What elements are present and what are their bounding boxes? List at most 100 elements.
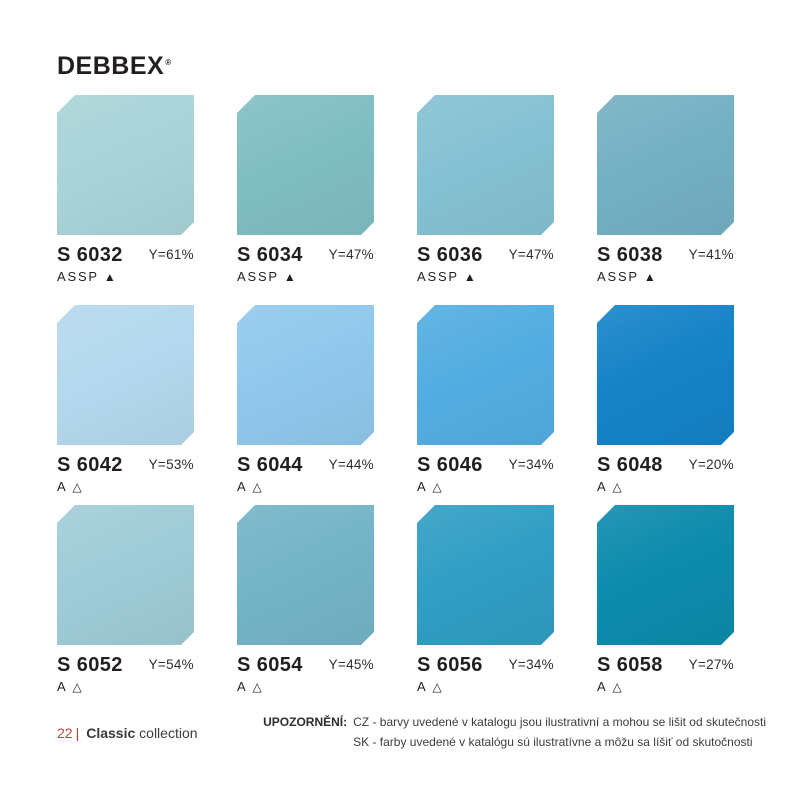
swatch-code: S 6034 — [237, 244, 303, 266]
swatch-tags: A △ — [237, 679, 374, 694]
swatch-tags: ASSP ▲ — [237, 269, 374, 284]
tag-text: A — [597, 479, 608, 494]
swatch-reflectance: Y=27% — [688, 657, 734, 672]
swatch-row-1: S 6032 Y=61% ASSP ▲ S 6034 Y=47% ASSP ▲ … — [57, 95, 734, 284]
tag-text: A — [237, 679, 248, 694]
swatch-reflectance: Y=44% — [328, 457, 374, 472]
tag-text: A — [597, 679, 608, 694]
swatch-cell: S 6034 Y=47% ASSP ▲ — [237, 95, 374, 284]
swatch-cell: S 6038 Y=41% ASSP ▲ — [597, 95, 734, 284]
swatch-code: S 6056 — [417, 654, 483, 676]
tag-text: A — [57, 479, 68, 494]
swatch-code: S 6038 — [597, 244, 663, 266]
registered-mark: ® — [165, 57, 172, 67]
swatch-reflectance: Y=34% — [508, 657, 554, 672]
swatch-code: S 6052 — [57, 654, 123, 676]
swatch-reflectance: Y=34% — [508, 457, 554, 472]
tag-text: ASSP — [597, 269, 639, 284]
color-swatch — [417, 95, 554, 235]
color-swatch — [237, 305, 374, 445]
swatch-tags: A △ — [237, 479, 374, 494]
swatch-reflectance: Y=47% — [328, 247, 374, 262]
color-swatch — [597, 305, 734, 445]
swatch-tags: ASSP ▲ — [57, 269, 194, 284]
color-swatch — [417, 505, 554, 645]
page-number: 22 — [57, 725, 73, 741]
swatch-code: S 6058 — [597, 654, 663, 676]
brand-name: DEBBEX — [57, 52, 165, 80]
triangle-marker-icon: △ — [432, 479, 442, 494]
triangle-marker-icon: △ — [72, 479, 82, 494]
triangle-marker-icon: △ — [612, 479, 622, 494]
color-swatch — [57, 95, 194, 235]
triangle-marker-icon: △ — [72, 679, 82, 694]
brand-logo: DEBBEX® — [57, 52, 172, 81]
triangle-marker-icon: △ — [612, 679, 622, 694]
triangle-marker-icon: △ — [432, 679, 442, 694]
swatch-tags: A △ — [597, 479, 734, 494]
swatch-labels: S 6036 Y=47% — [417, 244, 554, 267]
swatch-cell: S 6046 Y=34% A △ — [417, 305, 554, 494]
swatch-tags: A △ — [57, 679, 194, 694]
tag-text: A — [237, 479, 248, 494]
swatch-code: S 6044 — [237, 454, 303, 476]
swatch-labels: S 6032 Y=61% — [57, 244, 194, 267]
color-swatch — [597, 95, 734, 235]
color-swatch — [57, 505, 194, 645]
swatch-code: S 6042 — [57, 454, 123, 476]
swatch-code: S 6046 — [417, 454, 483, 476]
color-swatch — [597, 505, 734, 645]
swatch-cell: S 6048 Y=20% A △ — [597, 305, 734, 494]
swatch-labels: S 6038 Y=41% — [597, 244, 734, 267]
swatch-tags: A △ — [417, 479, 554, 494]
swatch-labels: S 6034 Y=47% — [237, 244, 374, 267]
color-swatch — [237, 505, 374, 645]
swatch-code: S 6048 — [597, 454, 663, 476]
triangle-marker-icon: △ — [252, 679, 262, 694]
swatch-cell: S 6042 Y=53% A △ — [57, 305, 194, 494]
collection-suffix: collection — [135, 725, 198, 741]
swatch-labels: S 6052 Y=54% — [57, 654, 194, 677]
swatch-cell: S 6044 Y=44% A △ — [237, 305, 374, 494]
swatch-labels: S 6058 Y=27% — [597, 654, 734, 677]
swatch-code: S 6054 — [237, 654, 303, 676]
swatch-reflectance: Y=45% — [328, 657, 374, 672]
triangle-marker-icon: ▲ — [463, 269, 476, 284]
collection-name: Classic — [86, 725, 136, 741]
page-separator: | — [75, 725, 80, 741]
swatch-cell: S 6058 Y=27% A △ — [597, 505, 734, 694]
swatch-tags: ASSP ▲ — [597, 269, 734, 284]
footer-collection: 22 | Classic collection — [57, 725, 198, 741]
swatch-code: S 6032 — [57, 244, 123, 266]
swatch-reflectance: Y=20% — [688, 457, 734, 472]
swatch-cell: S 6054 Y=45% A △ — [237, 505, 374, 694]
swatch-reflectance: Y=61% — [148, 247, 194, 262]
swatch-reflectance: Y=53% — [148, 457, 194, 472]
notice-line-cz: CZ - barvy uvedené v katalogu jsou ilust… — [353, 715, 766, 729]
swatch-labels: S 6056 Y=34% — [417, 654, 554, 677]
swatch-labels: S 6046 Y=34% — [417, 454, 554, 477]
footer-notice: UPOZORNĚNÍ: CZ - barvy uvedené v katalog… — [263, 713, 766, 752]
triangle-marker-icon: ▲ — [643, 269, 656, 284]
swatch-tags: ASSP ▲ — [417, 269, 554, 284]
swatch-tags: A △ — [597, 679, 734, 694]
swatch-row-2: S 6042 Y=53% A △ S 6044 Y=44% A △ S 6046 — [57, 305, 734, 494]
swatch-tags: A △ — [57, 479, 194, 494]
swatch-cell: S 6036 Y=47% ASSP ▲ — [417, 95, 554, 284]
notice-lines: CZ - barvy uvedené v katalogu jsou ilust… — [353, 713, 766, 752]
swatch-labels: S 6054 Y=45% — [237, 654, 374, 677]
tag-text: A — [57, 679, 68, 694]
swatch-reflectance: Y=47% — [508, 247, 554, 262]
notice-line-sk: SK - farby uvedené v katalógu sú ilustra… — [353, 734, 753, 749]
color-swatch — [417, 305, 554, 445]
tag-text: ASSP — [237, 269, 279, 284]
swatch-reflectance: Y=54% — [148, 657, 194, 672]
swatch-cell: S 6052 Y=54% A △ — [57, 505, 194, 694]
swatch-labels: S 6048 Y=20% — [597, 454, 734, 477]
triangle-marker-icon: ▲ — [103, 269, 116, 284]
notice-label: UPOZORNĚNÍ: — [263, 715, 348, 729]
tag-text: A — [417, 679, 428, 694]
swatch-labels: S 6044 Y=44% — [237, 454, 374, 477]
tag-text: ASSP — [57, 269, 99, 284]
triangle-marker-icon: ▲ — [283, 269, 296, 284]
